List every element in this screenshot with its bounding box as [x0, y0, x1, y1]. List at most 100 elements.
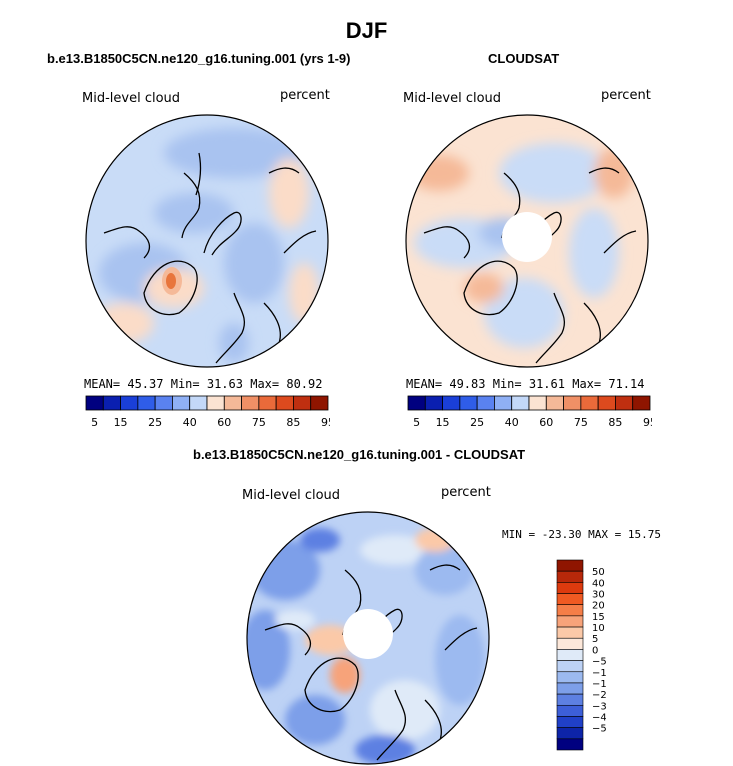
colorbar-tick-label: 15 — [436, 416, 450, 429]
colorbar-tick-label: 30 — [592, 590, 605, 601]
colorbar-swatch — [556, 626, 584, 639]
model-polar-map — [85, 114, 329, 368]
model-cloud-field — [86, 115, 328, 367]
colorbar-swatch — [556, 693, 584, 706]
colorbar-swatch — [120, 395, 139, 411]
colorbar-swatch — [476, 395, 495, 411]
colorbar-tick-label: 15 — [114, 416, 128, 429]
colorbar-tick-label: −5 — [592, 657, 606, 668]
colorbar-swatch — [556, 615, 584, 628]
colorbar-swatch — [556, 582, 584, 594]
model-mean-value: 45.37 — [127, 377, 164, 391]
colorbar-tick-label: −15 — [592, 679, 606, 690]
colorbar-tick-label: 75 — [252, 416, 266, 429]
obs-mean-label: MEAN= — [406, 377, 443, 391]
colorbar-swatch — [556, 738, 584, 751]
colorbar-swatch — [556, 682, 584, 695]
model-panel-title: b.e13.B1850C5CN.ne120_g16.tuning.001 (yr… — [47, 51, 351, 66]
colorbar-swatch — [459, 395, 478, 411]
model-min-value: 31.63 — [206, 377, 243, 391]
colorbar-tick-label: 60 — [217, 416, 231, 429]
obs-cloud-field — [406, 115, 648, 367]
colorbar-tick-label: 5 — [413, 416, 420, 429]
diff-missing-pole — [343, 609, 393, 659]
colorbar-swatch — [597, 395, 616, 411]
colorbar-tick-label: −50 — [592, 724, 606, 735]
colorbar-tick-label: −30 — [592, 701, 606, 712]
obs-missing-pole — [502, 212, 552, 262]
colorbar-swatch — [424, 395, 443, 411]
model-map-boundary — [85, 114, 329, 368]
diff-map-boundary — [246, 511, 490, 765]
obs-max-value: 71.14 — [608, 377, 645, 391]
colorbar-tick-label: 20 — [592, 601, 605, 612]
model-units-label: percent — [280, 88, 330, 103]
diff-units-label: percent — [441, 485, 491, 500]
colorbar-swatch — [172, 395, 191, 411]
obs-max-label: Max= — [572, 377, 602, 391]
obs-min-label: Min= — [492, 377, 522, 391]
obs-colorbar: 5 15 25 40 60 75 85 95 — [407, 395, 652, 429]
obs-panel-title: CLOUDSAT — [488, 51, 560, 66]
colorbar-swatch — [223, 395, 242, 411]
colorbar-swatch — [556, 716, 584, 728]
colorbar-swatch — [407, 395, 426, 411]
colorbar-tick-label: −20 — [592, 690, 606, 701]
colorbar-swatch — [442, 395, 461, 411]
model-coastlines — [103, 152, 317, 364]
colorbar-swatch — [310, 395, 329, 411]
colorbar-swatch — [632, 395, 651, 411]
obs-map-boundary — [405, 114, 649, 368]
colorbar-tick-label: 25 — [470, 416, 484, 429]
colorbar-tick-label: 15 — [592, 612, 605, 623]
colorbar-swatch — [275, 395, 294, 411]
colorbar-tick-label: 5 — [91, 416, 98, 429]
colorbar-swatch — [258, 395, 277, 411]
colorbar-tick-label: 10 — [592, 623, 605, 634]
colorbar-tick-label: 95 — [321, 416, 330, 429]
colorbar-tick-label: 95 — [643, 416, 652, 429]
colorbar-swatch — [556, 570, 584, 583]
colorbar-swatch — [85, 395, 104, 411]
colorbar-swatch — [615, 395, 634, 411]
colorbar-swatch — [241, 395, 260, 411]
obs-min-value: 31.61 — [528, 377, 565, 391]
obs-units-label: percent — [601, 88, 651, 103]
colorbar-swatch — [137, 395, 156, 411]
colorbar-tick-label: 85 — [608, 416, 622, 429]
colorbar-swatch — [293, 395, 312, 411]
colorbar-tick-label: 5 — [592, 634, 598, 645]
model-colorbar: 5 15 25 40 60 75 85 95 — [85, 395, 330, 429]
colorbar-tick-label: 25 — [148, 416, 162, 429]
colorbar-swatch — [511, 395, 530, 411]
colorbar-swatch — [154, 395, 173, 411]
colorbar-swatch — [563, 395, 582, 411]
model-max-value: 80.92 — [286, 377, 323, 391]
model-max-label: Max= — [250, 377, 280, 391]
obs-polar-map — [405, 114, 649, 368]
colorbar-swatch — [556, 559, 584, 572]
obs-mean-value: 49.83 — [449, 377, 486, 391]
colorbar-tick-label: 75 — [574, 416, 588, 429]
colorbar-swatch — [102, 395, 121, 411]
diff-variable-label: Mid-level cloud — [242, 488, 341, 503]
colorbar-tick-label: 0 — [592, 645, 598, 656]
colorbar-swatch — [580, 395, 599, 411]
colorbar-swatch — [528, 395, 547, 411]
colorbar-tick-label: 85 — [286, 416, 300, 429]
obs-stats: MEAN= 49.83 Min= 31.61 Max= 71.14 — [406, 377, 644, 391]
colorbar-tick-label: 40 — [592, 578, 605, 589]
colorbar-tick-label: 60 — [539, 416, 553, 429]
colorbar-swatch — [556, 660, 584, 673]
colorbar-tick-label: 50 — [592, 567, 605, 578]
model-mean-label: MEAN= — [84, 377, 121, 391]
diff-polar-map — [246, 511, 490, 765]
diff-cloud-field — [247, 512, 489, 764]
colorbar-swatch — [206, 395, 225, 411]
colorbar-swatch — [556, 671, 584, 684]
colorbar-tick-label: 40 — [183, 416, 197, 429]
colorbar-swatch — [556, 593, 584, 606]
colorbar-swatch — [556, 604, 584, 617]
model-variable-label: Mid-level cloud — [82, 91, 181, 106]
